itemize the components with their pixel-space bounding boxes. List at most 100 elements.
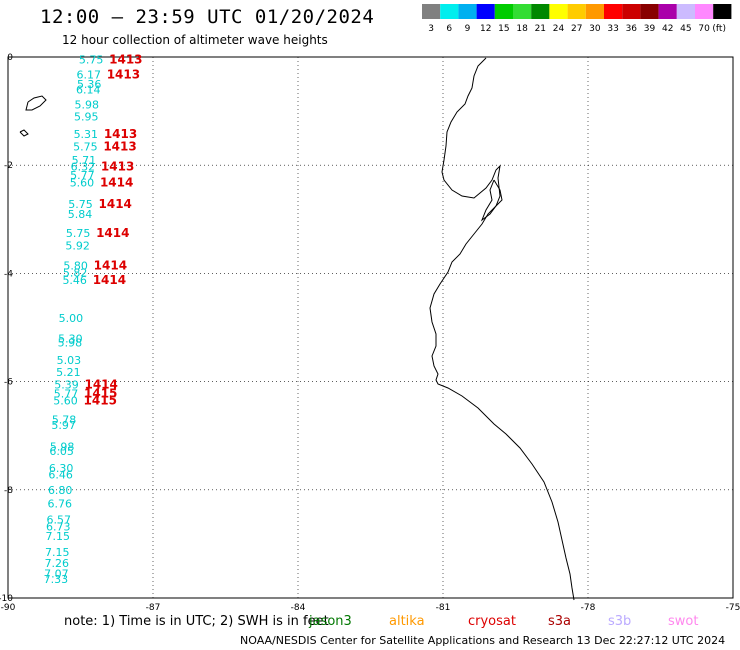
satellite-label: s3b — [608, 614, 631, 629]
swh-value: 6.76 — [47, 497, 72, 510]
swh-value: 7.15 — [46, 530, 71, 543]
legend-label: 27 — [571, 24, 582, 34]
swh-value: 6.80 — [48, 484, 73, 497]
legend-swatch — [622, 4, 641, 19]
swh-value: 5.71 — [72, 154, 97, 167]
legend-label: 6 — [446, 24, 452, 34]
swh-value: 5.31 — [74, 128, 99, 141]
legend-swatch — [422, 4, 441, 19]
swh-value: 7.33 — [44, 573, 69, 586]
legend-swatch — [494, 4, 513, 19]
swh-value: 5.80 — [63, 259, 88, 272]
swh-value: 5.92 — [65, 239, 90, 252]
legend-swatch — [513, 4, 532, 19]
satellite-label: s3a — [548, 614, 571, 629]
obs-time-label: 1414 — [100, 176, 133, 190]
swh-value: 5.77 — [70, 169, 95, 182]
legend-label: 9 — [465, 24, 471, 34]
swh-value: 6.14 — [76, 83, 101, 96]
swh-value: 6.30 — [49, 462, 74, 475]
obs-time-label: 1413 — [104, 127, 137, 141]
coastline-gulf-islet — [480, 179, 503, 222]
legend-label: 3 — [428, 24, 434, 34]
legend-label: 39 — [644, 24, 656, 34]
x-axis-ticks: -90 -87 -84 -81 -78 -75 — [1, 603, 740, 613]
legend-swatch — [567, 4, 586, 19]
legend-label: 21 — [535, 24, 546, 34]
swh-value: 6.32 — [71, 160, 96, 173]
swh-value: 5.98 — [75, 99, 100, 112]
legend-swatch — [604, 4, 623, 19]
legend-swatch — [440, 4, 459, 19]
swh-value: 5.00 — [59, 312, 84, 325]
obs-time-label: 1415 — [84, 394, 117, 408]
color-legend: 3 6 9 12 15 18 21 24 27 30 33 36 39 42 45 70 (ft) — [422, 4, 732, 34]
x-tick-label: -81 — [436, 603, 451, 613]
swh-value: 5.60 — [53, 395, 78, 408]
y-tick-label: -2 — [4, 161, 13, 171]
legend-swatch — [531, 4, 550, 19]
swh-value: 7.15 — [45, 546, 70, 559]
y-tick-label: -6 — [4, 378, 13, 388]
obs-time-label: 1413 — [101, 159, 134, 173]
y-axis-ticks: 0 -2 -4 -6 -8 -10 — [0, 53, 13, 604]
obs-time-label: 1414 — [93, 273, 126, 287]
satellite-label: cryosat — [468, 614, 516, 629]
obs-time-label: 1414 — [99, 197, 132, 211]
coastline — [19, 57, 575, 601]
swh-value: 6.05 — [49, 445, 74, 458]
swh-value: 5.46 — [62, 274, 87, 287]
legend-label: 18 — [516, 24, 528, 34]
swh-value: 5.75 — [68, 198, 93, 211]
swh-value: 6.46 — [48, 469, 73, 482]
coastline-south-america — [429, 57, 575, 601]
obs-time-label: 1413 — [103, 139, 136, 153]
obs-time-label: 1414 — [84, 377, 117, 391]
swh-value: 5.60 — [70, 177, 95, 190]
swh-value: 5.95 — [74, 111, 99, 124]
swh-value: 6.17 — [76, 68, 101, 81]
obs-time-label: 1414 — [96, 226, 129, 240]
legend-swatch — [640, 4, 659, 19]
legend-label: 24 — [553, 24, 565, 34]
obs-time-label: 1414 — [94, 258, 127, 272]
swh-value: 5.75 — [73, 140, 98, 153]
swh-value: 5.98 — [58, 337, 83, 350]
legend-label: 30 — [589, 24, 601, 34]
swh-value: 5.98 — [50, 441, 75, 454]
x-tick-label: -84 — [291, 603, 306, 613]
swh-value: 5.39 — [54, 378, 79, 391]
swh-value: 7.26 — [45, 557, 70, 570]
legend-label: 45 — [680, 24, 691, 34]
swh-value: 6.73 — [46, 521, 71, 534]
swh-value: 5.75 — [66, 227, 91, 240]
swh-value: 5.97 — [51, 419, 76, 432]
map-frame — [7, 56, 734, 599]
legend-label: 70 — [698, 24, 710, 34]
legend-label: 12 — [480, 24, 491, 34]
legend-swatch — [676, 4, 695, 19]
y-tick-label: -4 — [4, 269, 13, 279]
island-small — [19, 129, 29, 137]
y-tick-label: 0 — [7, 53, 13, 63]
swh-value: 5.78 — [52, 413, 77, 426]
legend-swatch — [695, 4, 714, 19]
swh-value: 5.84 — [68, 208, 93, 221]
swh-value: 5.77 — [54, 388, 79, 401]
footer-note: note: 1) Time is in UTC; 2) SWH is in fe… — [64, 614, 329, 629]
obs-time-label: 1413 — [107, 67, 140, 81]
y-tick-label: -10 — [0, 594, 13, 604]
legend-label: 33 — [607, 24, 618, 34]
map-subtitle: 12 hour collection of altimeter wave hei… — [62, 33, 328, 47]
credit-line: NOAA/NESDIS Center for Satellite Applica… — [240, 634, 726, 647]
satellite-label: jason3 — [308, 614, 352, 629]
legend-swatch — [713, 4, 732, 19]
footer-legend: note: 1) Time is in UTC; 2) SWH is in fe… — [64, 614, 698, 629]
obs-time-label: 1415 — [84, 387, 117, 401]
legend-swatch — [458, 4, 477, 19]
lat-lon-grid — [7, 56, 734, 599]
swh-value: 5.21 — [56, 366, 81, 379]
legend-unit: (ft) — [712, 24, 726, 34]
